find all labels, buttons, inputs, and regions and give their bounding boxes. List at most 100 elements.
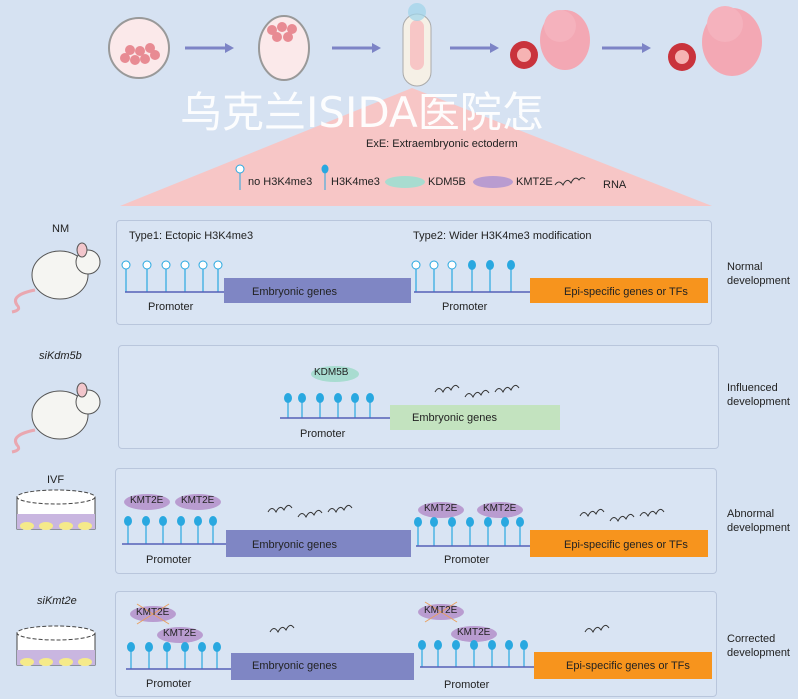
embryo-stage-5: [668, 6, 762, 76]
h3k4me3-icon: [194, 516, 202, 526]
h3k4me3-icon: [414, 517, 422, 527]
h3k4me3-icon: [507, 260, 515, 270]
arrow-icon: [185, 43, 234, 53]
rna-icon: [269, 624, 295, 634]
embryonic-genes-box: [226, 530, 411, 557]
no-h3k4me3-icon: [447, 260, 457, 270]
panel-sikdm5b: [118, 345, 719, 449]
h3k4me3-icon: [142, 516, 150, 526]
h3k4me3-icon: [430, 517, 438, 527]
legend-kdm5b: KDM5B: [428, 176, 466, 188]
arrow-icon: [450, 43, 499, 53]
promoter-label: Promoter: [442, 301, 488, 313]
legend-rna: RNA: [603, 179, 627, 191]
legend-no-h3k4me3: no H3K4me3: [248, 176, 313, 188]
h3k4me3-icon: [334, 393, 342, 403]
kmt2e-label: KMT2E: [163, 628, 197, 639]
culture-dish-icon: [16, 489, 96, 530]
mouse-icon: [11, 242, 101, 314]
h3k4me3-icon: [177, 516, 185, 526]
rna-icon: [327, 504, 353, 514]
kmt2e-icon: [477, 502, 523, 518]
kdm5b-label: KDM5B: [314, 367, 349, 378]
outcome-abnormal: Abnormal development: [727, 508, 790, 534]
no-h3k4me3-icon: [142, 260, 152, 270]
h3k4me3-icon: [284, 393, 292, 403]
h3k4me3-icon: [366, 393, 374, 403]
type2-label: Type2: Wider H3K4me3 modification: [413, 230, 592, 242]
epi-genes-label: Epi-specific genes or TFs: [566, 660, 690, 672]
kmt2e-icon: [157, 627, 203, 643]
h3k4me3-icon: [124, 516, 132, 526]
h3k4me3-icon: [316, 393, 324, 403]
h3k4me3-icon: [298, 393, 306, 403]
condition-ivf: IVF: [47, 474, 65, 486]
watermark: 乌克兰ISIDA医院怎: [180, 88, 544, 137]
embryo-stage-4: [510, 10, 590, 70]
rna-icon: [267, 504, 293, 514]
inhibited-mark-icon: [136, 603, 170, 625]
kmt2e-icon: [418, 502, 464, 518]
kmt2e-label: KMT2E: [457, 627, 491, 638]
panel-nm: [116, 220, 712, 325]
h3k4me3-icon: [127, 642, 135, 652]
no-h3k4me3-icon: [429, 260, 439, 270]
outcome-corrected: Corrected development: [727, 633, 790, 659]
h3k4me3-icon: [468, 260, 476, 270]
h3k4me3-icon: [434, 640, 442, 650]
rna-icon: [609, 513, 635, 523]
exe-triangle: [120, 88, 712, 206]
epi-genes-box: [534, 652, 712, 679]
h3k4me3-icon: [486, 260, 494, 270]
legend-title: ExE: Extraembryonic ectoderm: [366, 138, 518, 150]
arrow-icon: [332, 43, 381, 53]
rna-icon: [464, 389, 490, 399]
kmt2e-icon: [175, 494, 221, 510]
embryo-stage-2: [258, 15, 310, 81]
promoter-label: Promoter: [148, 301, 194, 313]
h3k4me3-icon: [448, 517, 456, 527]
legend-h3k4me3: H3K4me3: [331, 176, 380, 188]
epi-genes-box: [530, 530, 708, 557]
kmt2e-label: KMT2E: [424, 503, 458, 514]
rna-icon: [639, 508, 665, 518]
h3k4me3-icon: [452, 640, 460, 650]
promoter-label: Promoter: [444, 679, 490, 691]
h3k4me3-icon: [520, 640, 528, 650]
h3k4me3-icon: [516, 517, 524, 527]
embryo-stage-3: [402, 3, 432, 87]
promoter-label: Promoter: [300, 428, 346, 440]
embryonic-genes-box: [390, 405, 560, 430]
embryo-stage-1: [108, 17, 170, 79]
no-h3k4me3-icon: [121, 260, 131, 270]
outcome-influenced: Influenced development: [727, 382, 790, 408]
epi-genes-label: Epi-specific genes or TFs: [564, 539, 688, 551]
condition-sikdm5b: siKdm5b: [39, 350, 82, 362]
epi-genes-box: [530, 278, 708, 303]
h3k4me3-icon: [198, 642, 206, 652]
legend-icons: [235, 164, 586, 190]
culture-dish-icon: [16, 625, 96, 666]
embryonic-genes-label: Embryonic genes: [412, 412, 497, 424]
rna-icon: [579, 508, 605, 518]
h3k4me3-icon: [418, 640, 426, 650]
kmt2e-icon: [124, 494, 170, 510]
embryonic-genes-label: Embryonic genes: [252, 660, 337, 672]
inhibited-mark-icon: [424, 601, 458, 623]
embryonic-genes-box: [224, 278, 411, 303]
h3k4me3-icon: [484, 517, 492, 527]
rna-icon: [494, 384, 520, 394]
h3k4me3-icon: [181, 642, 189, 652]
h3k4me3-icon: [488, 640, 496, 650]
epi-genes-label: Epi-specific genes or TFs: [564, 286, 688, 298]
h3k4me3-icon: [145, 642, 153, 652]
kdm5b-icon: [311, 366, 359, 382]
h3k4me3-icon: [505, 640, 513, 650]
promoter-label: Promoter: [146, 678, 192, 690]
promoter-label: Promoter: [146, 554, 192, 566]
no-h3k4me3-icon: [161, 260, 171, 270]
h3k4me3-icon: [209, 516, 217, 526]
condition-sikmt2e: siKmt2e: [37, 595, 77, 607]
no-h3k4me3-icon: [411, 260, 421, 270]
